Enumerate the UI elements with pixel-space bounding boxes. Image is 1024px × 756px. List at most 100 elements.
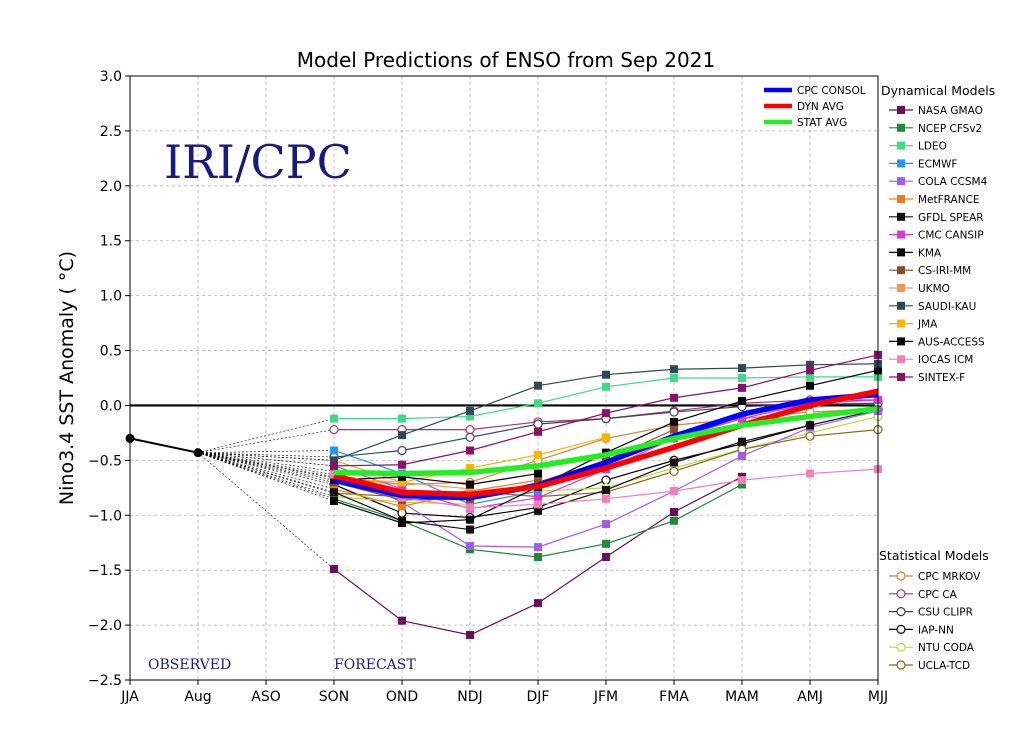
x-tick-label: Aug [184, 689, 211, 705]
x-tick-label: JJA [120, 689, 139, 705]
data-point [534, 381, 542, 390]
legend-marker [896, 642, 906, 652]
data-point [670, 516, 678, 525]
y-tick-label: 0.0 [100, 398, 122, 414]
data-point [534, 427, 542, 436]
data-point [738, 476, 746, 485]
x-tick-label: MJJ [868, 689, 888, 705]
legend-marker [897, 159, 905, 168]
y-tick-label: −2.5 [88, 673, 122, 689]
forecast-connector [197, 452, 335, 478]
data-point [534, 399, 542, 408]
data-point [330, 446, 338, 455]
data-point [534, 599, 542, 608]
forecast-connector [197, 452, 335, 570]
legend-marker [896, 624, 906, 635]
data-point [466, 515, 474, 524]
forecast-connector [197, 452, 335, 485]
y-tick-label: −0.5 [88, 453, 122, 469]
forecast-connector [197, 429, 335, 453]
data-point [398, 518, 406, 527]
data-point [466, 480, 474, 489]
forecast-connector [197, 418, 335, 453]
x-tick-label: FMA [659, 689, 689, 705]
data-point [330, 461, 338, 470]
observed-point [193, 448, 203, 458]
data-point [398, 414, 406, 423]
legend-marker [897, 355, 905, 364]
legend-marker [896, 660, 906, 670]
data-point [398, 484, 406, 493]
y-tick-label: −1.0 [88, 508, 122, 524]
data-point [738, 397, 746, 406]
series-dyn-avg [333, 388, 879, 498]
data-point [670, 417, 678, 426]
data-point [670, 458, 678, 467]
x-tick-label: OND [386, 689, 418, 705]
data-point [398, 616, 406, 625]
forecast-connector [197, 452, 335, 481]
legend-marker [897, 212, 905, 221]
data-point [738, 480, 746, 489]
forecast-connector [197, 452, 335, 467]
legend-label: UKMO [918, 283, 950, 295]
legend-label: GFDL SPEAR [918, 212, 984, 224]
x-tick-label: ASO [251, 689, 280, 705]
data-point [398, 502, 406, 511]
legend-title-dynamical: Dynamical Models [881, 83, 995, 98]
data-point [806, 381, 814, 390]
observed-line [129, 437, 199, 454]
data-point [670, 393, 678, 402]
chart-title: Model Predictions of ENSO from Sep 2021 [297, 48, 715, 72]
y-tick-label: 3.0 [100, 69, 122, 85]
series-stat-avg [333, 406, 879, 477]
data-point [602, 370, 610, 379]
data-point [329, 425, 339, 435]
observed-label: OBSERVED [148, 657, 231, 673]
data-point [670, 487, 678, 496]
data-point [466, 412, 474, 421]
legend-marker [897, 373, 905, 381]
data-point [330, 488, 338, 497]
legend-label: CSU CLIPR [918, 607, 973, 619]
data-point [602, 553, 610, 562]
data-point [602, 520, 610, 529]
legend-label: COLA CCSM4 [918, 176, 988, 188]
watermark: IRI/CPC [164, 135, 352, 189]
legend-marker [897, 319, 905, 328]
x-tick-label: SON [319, 689, 349, 705]
data-point [670, 365, 678, 374]
data-point [602, 494, 610, 503]
data-point [466, 464, 474, 473]
data-point [805, 431, 815, 441]
data-point [534, 487, 542, 496]
x-tick-label: DJF [527, 689, 550, 705]
data-point [602, 382, 610, 391]
y-tick-label: −2.0 [88, 618, 122, 634]
data-point [738, 437, 746, 446]
data-point [398, 478, 406, 487]
data-point [670, 425, 678, 434]
y-tick-label: 2.5 [100, 124, 122, 140]
legend-label: CS-IRI-MM [918, 265, 971, 277]
forecast-connector [197, 452, 335, 458]
data-point [806, 360, 814, 369]
legend-marker [897, 106, 905, 114]
data-point [398, 460, 406, 469]
legend-label: SINTEX-F [918, 372, 965, 384]
data-point [738, 451, 746, 460]
series-cpc-consol [333, 391, 879, 501]
legend-label: SAUDI-KAU [918, 301, 976, 313]
data-point [806, 372, 814, 381]
legend-label: CMC CANSIP [918, 230, 984, 242]
data-point [602, 409, 610, 418]
plot-frame [129, 75, 879, 681]
legend-marker [896, 571, 906, 581]
forecast-connector [197, 450, 335, 453]
data-point [466, 630, 474, 639]
y-tick-label: 2.0 [100, 179, 122, 195]
data-point [330, 565, 338, 574]
legend-marker [897, 337, 905, 346]
legend-marker [897, 195, 905, 203]
